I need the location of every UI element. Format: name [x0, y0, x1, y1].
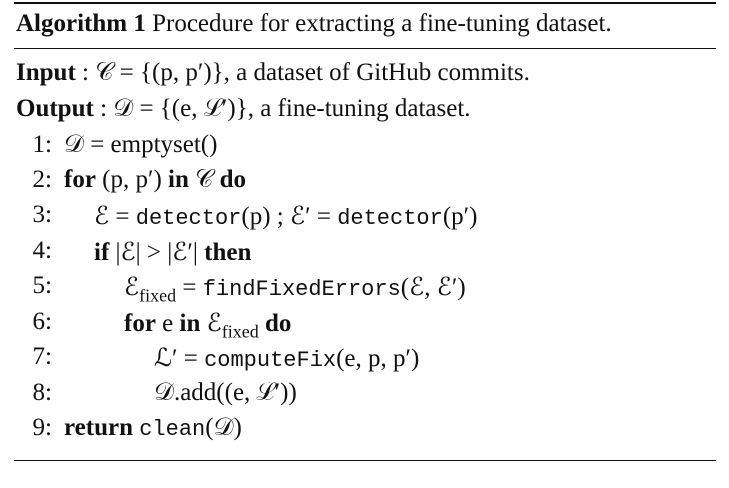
line-number: 4: [32, 237, 52, 264]
keyword-in: in [179, 310, 201, 337]
keyword-return: return [64, 414, 133, 441]
input-text: : 𝒞 = {(p, p′)}, a dataset of GitHub com… [82, 59, 530, 86]
keyword-in: in [168, 166, 189, 193]
bottom-rule [14, 460, 716, 462]
line-code: for (p, p′) in 𝒞 do [64, 166, 246, 194]
expr-part: ℒ′ = [154, 345, 205, 372]
expr-part: (p′) [442, 203, 478, 230]
expr-part: (p) ; ℰ′ = [241, 203, 338, 230]
function-detector: detector [337, 206, 443, 231]
line-code: for e in ℰfixed do [124, 308, 291, 342]
subscript: fixed [221, 321, 259, 342]
line-number: 6: [32, 308, 52, 335]
algorithm-title: Procedure for extracting a fine-tuning d… [152, 10, 612, 37]
keyword-for: for [64, 166, 96, 193]
expr-part: (ℰ, ℰ′) [400, 274, 466, 301]
expr-part: ℰ = [94, 203, 136, 230]
line-code: ℰfixed = findFixedErrors(ℰ, ℰ′) [124, 272, 466, 306]
line-code: ℒ′ = computeFix(e, p, p′) [154, 343, 419, 373]
input-line: Input : 𝒞 = {(p, p′)}, a dataset of GitH… [16, 59, 530, 87]
line-code: 𝒟.add((e, ℒ′)) [154, 379, 297, 406]
mid-rule [14, 48, 716, 50]
line-number: 5: [32, 272, 52, 299]
line-number: 3: [32, 201, 52, 228]
loop-var: e [155, 310, 180, 337]
keyword-do: do [265, 310, 292, 337]
keyword-then: then [204, 239, 252, 266]
top-rule [14, 2, 716, 4]
line-code: ℰ = detector(p) ; ℰ′ = detector(p′) [94, 201, 477, 231]
expr-part: ℰ [124, 274, 140, 301]
expr-part: (e, p, p′) [336, 345, 420, 372]
line-code: if |ℰ| > |ℰ′| then [94, 237, 251, 267]
line-number: 2: [32, 166, 52, 193]
output-line: Output : 𝒟 = {(e, ℒ′)}, a fine-tuning da… [16, 95, 471, 123]
keyword-do: do [219, 166, 247, 193]
function-findfixederrors: findFixedErrors [202, 277, 401, 302]
expr-part: = [176, 274, 203, 301]
input-label: Input [16, 59, 76, 86]
subscript: fixed [139, 285, 177, 306]
algorithm-number: Algorithm 1 [16, 10, 146, 37]
loop-set: 𝒞 [188, 166, 220, 193]
keyword-for: for [124, 310, 156, 337]
function-computefix: computeFix [204, 348, 337, 373]
output-label: Output [16, 95, 94, 122]
output-text: : 𝒟 = {(e, ℒ′)}, a fine-tuning dataset. [100, 95, 471, 122]
line-number: 1: [32, 131, 52, 158]
algorithm-caption: Algorithm 1 Procedure for extracting a f… [16, 10, 612, 38]
loop-vars: (p, p′) [95, 166, 169, 193]
line-code: return clean(𝒟) [64, 414, 242, 442]
keyword-if: if [94, 239, 110, 266]
expr-part: (𝒟) [205, 414, 242, 441]
function-clean: clean [139, 417, 206, 442]
condition: |ℰ| > |ℰ′| [109, 239, 205, 266]
function-detector: detector [135, 206, 242, 231]
line-number: 7: [32, 343, 52, 370]
line-number: 8: [32, 379, 52, 406]
line-number: 9: [32, 414, 52, 441]
line-code: 𝒟 = emptyset() [64, 131, 218, 158]
loop-set: ℰ [200, 310, 222, 337]
